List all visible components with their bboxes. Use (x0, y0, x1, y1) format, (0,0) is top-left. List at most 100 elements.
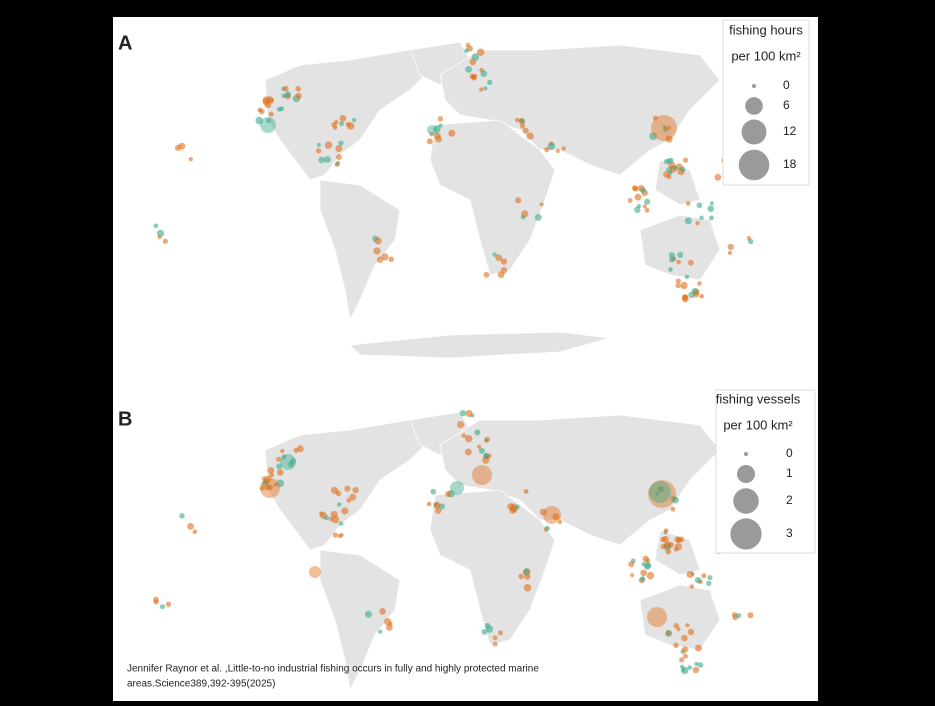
fishing-dot (679, 657, 685, 663)
fishing-dot (687, 665, 692, 670)
fishing-dot (644, 207, 650, 213)
fishing-dot (694, 661, 699, 667)
fishing-dot (523, 568, 530, 575)
fishing-dot (318, 156, 325, 164)
fishing-dot (509, 507, 517, 514)
fishing-dot (699, 293, 705, 299)
fishing-dot (174, 144, 182, 152)
fishing-dot (685, 201, 691, 206)
fishing-dot (668, 252, 675, 259)
fishing-dot (427, 125, 437, 135)
legend-size-circle (744, 452, 748, 456)
fishing-dot (662, 535, 669, 543)
fishing-dot (727, 250, 733, 255)
fishing-dot (706, 580, 712, 587)
fishing-dot (518, 573, 524, 580)
fishing-dot (373, 247, 381, 255)
panel-label: A (118, 32, 132, 54)
fishing-dot (478, 447, 485, 454)
fishing-dot (685, 623, 690, 628)
fishing-dot (675, 163, 683, 170)
fishing-dot (645, 558, 651, 564)
fishing-dot (153, 223, 159, 229)
fishing-dot (472, 73, 478, 79)
fishing-dot (338, 140, 344, 146)
fishing-dot (335, 160, 341, 166)
fishing-dot (675, 278, 681, 284)
fishing-dot (634, 193, 642, 201)
fishing-dot (379, 608, 386, 615)
citation: Jennifer Raynor et al. ,Little-to-no ind… (127, 664, 539, 675)
fishing-dot (487, 79, 493, 86)
fishing-dot (687, 628, 695, 636)
fishing-dot (284, 91, 292, 98)
fishing-dot (684, 217, 692, 225)
fishing-dot (288, 461, 295, 468)
legend-box (715, 389, 816, 554)
fishing-dot (747, 612, 754, 619)
fishing-dot (495, 254, 503, 262)
fishing-dot (437, 116, 444, 122)
fishing-dot (477, 444, 482, 449)
fishing-dot (676, 259, 681, 265)
fishing-dot (264, 485, 271, 491)
fishing-dot (465, 435, 473, 443)
fishing-dot (456, 421, 465, 429)
fishing-dot (672, 165, 678, 171)
fishing-dot (281, 93, 286, 99)
fishing-dot (668, 157, 674, 164)
fishing-dot (276, 456, 282, 462)
fishing-dot (709, 215, 714, 221)
fishing-dot (681, 294, 689, 301)
fishing-dot (339, 114, 347, 122)
fishing-dot (430, 488, 437, 495)
legend-size-circle (752, 84, 756, 88)
fishing-dot (727, 243, 734, 251)
fishing-dot (707, 205, 715, 213)
fishing-dot (735, 612, 742, 619)
fishing-dot (280, 448, 285, 454)
fishing-dot (695, 221, 700, 226)
fishing-dot (268, 111, 274, 117)
fishing-dot (483, 86, 488, 91)
fishing-dot (295, 86, 301, 92)
fishing-dot (465, 66, 472, 73)
fishing-dot (632, 185, 639, 192)
fishing-dot (315, 148, 322, 154)
fishing-dot (543, 506, 561, 524)
fishing-dot (378, 629, 383, 634)
fishing-dot (523, 583, 532, 592)
legend-size-label: 0 (786, 446, 793, 460)
fishing-dot (188, 157, 194, 162)
fishing-dot (662, 124, 667, 130)
fishing-dot (663, 528, 669, 533)
fishing-dot (179, 513, 185, 519)
fishing-dot (450, 481, 464, 495)
fishing-dot (520, 123, 526, 129)
fishing-dot (518, 118, 525, 124)
fishing-dot (258, 108, 265, 115)
legend-title: fishing vessels (716, 391, 801, 406)
fishing-dot (714, 173, 722, 181)
fishing-dot (692, 666, 700, 674)
fishing-dot (644, 198, 651, 205)
fishing-dot (547, 142, 556, 151)
fishing-dot (674, 542, 683, 551)
fishing-dot (481, 629, 488, 635)
fishing-dot (675, 283, 681, 289)
fishing-dot (156, 229, 165, 237)
fishing-dot (694, 576, 702, 584)
fishing-dot (335, 490, 342, 497)
fishing-dot (692, 291, 700, 298)
fishing-dot (634, 206, 641, 213)
fishing-dot (276, 463, 283, 470)
fishing-dot (262, 96, 271, 104)
fishing-dot (523, 489, 529, 494)
fishing-dot (484, 436, 491, 443)
fishing-dot (696, 202, 703, 209)
fishing-dot (388, 621, 393, 626)
legend-size-circle (738, 149, 770, 181)
fishing-dot (464, 48, 469, 53)
fishing-dot (282, 85, 289, 92)
